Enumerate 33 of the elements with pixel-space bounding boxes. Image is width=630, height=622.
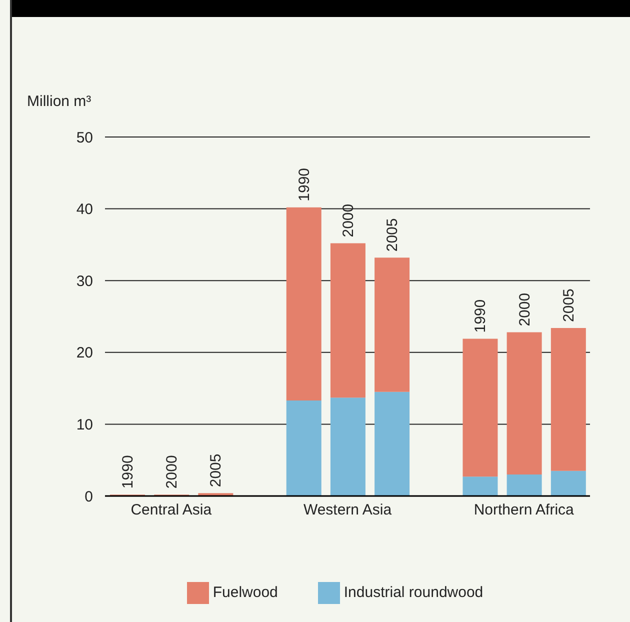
bar [286, 400, 322, 496]
y-tick-label: 50 [76, 129, 93, 146]
bar [506, 332, 542, 474]
text: Northern Africa [474, 502, 575, 519]
x-tick-label: 2000 [164, 455, 181, 489]
x-tick-label: 1990 [120, 455, 136, 489]
y-tick-label: 40 [76, 201, 93, 218]
x-tick-label: 2005 [208, 454, 225, 488]
bar [286, 207, 322, 401]
bar [374, 392, 410, 496]
bar [550, 328, 586, 471]
y-tick-label: 30 [76, 272, 93, 290]
bar [506, 474, 542, 496]
y-axis-title: Million m³ [27, 93, 92, 110]
x-tick-label: 2005 [560, 288, 578, 322]
x-tick-label: 2000 [516, 292, 534, 326]
bar [330, 398, 366, 496]
y-tick-label: 0 [84, 488, 93, 506]
bar [550, 470, 586, 496]
x-tick-label: 1990 [296, 168, 313, 202]
text: Central Asia [130, 502, 212, 519]
bar [374, 258, 410, 392]
bar [330, 243, 366, 398]
y-tick-label: 10 [76, 416, 93, 434]
x-tick-label: 2005 [384, 218, 402, 252]
legend-label: Fuelwood [212, 584, 278, 601]
bar [462, 476, 498, 496]
bar [462, 338, 498, 477]
x-tick-label: 2000 [340, 204, 357, 238]
y-tick-label: 20 [76, 344, 93, 362]
x-tick-label: 1990 [472, 299, 490, 333]
legend-label: Industrial roundwood [344, 584, 484, 601]
text: Western Asia [303, 502, 392, 519]
